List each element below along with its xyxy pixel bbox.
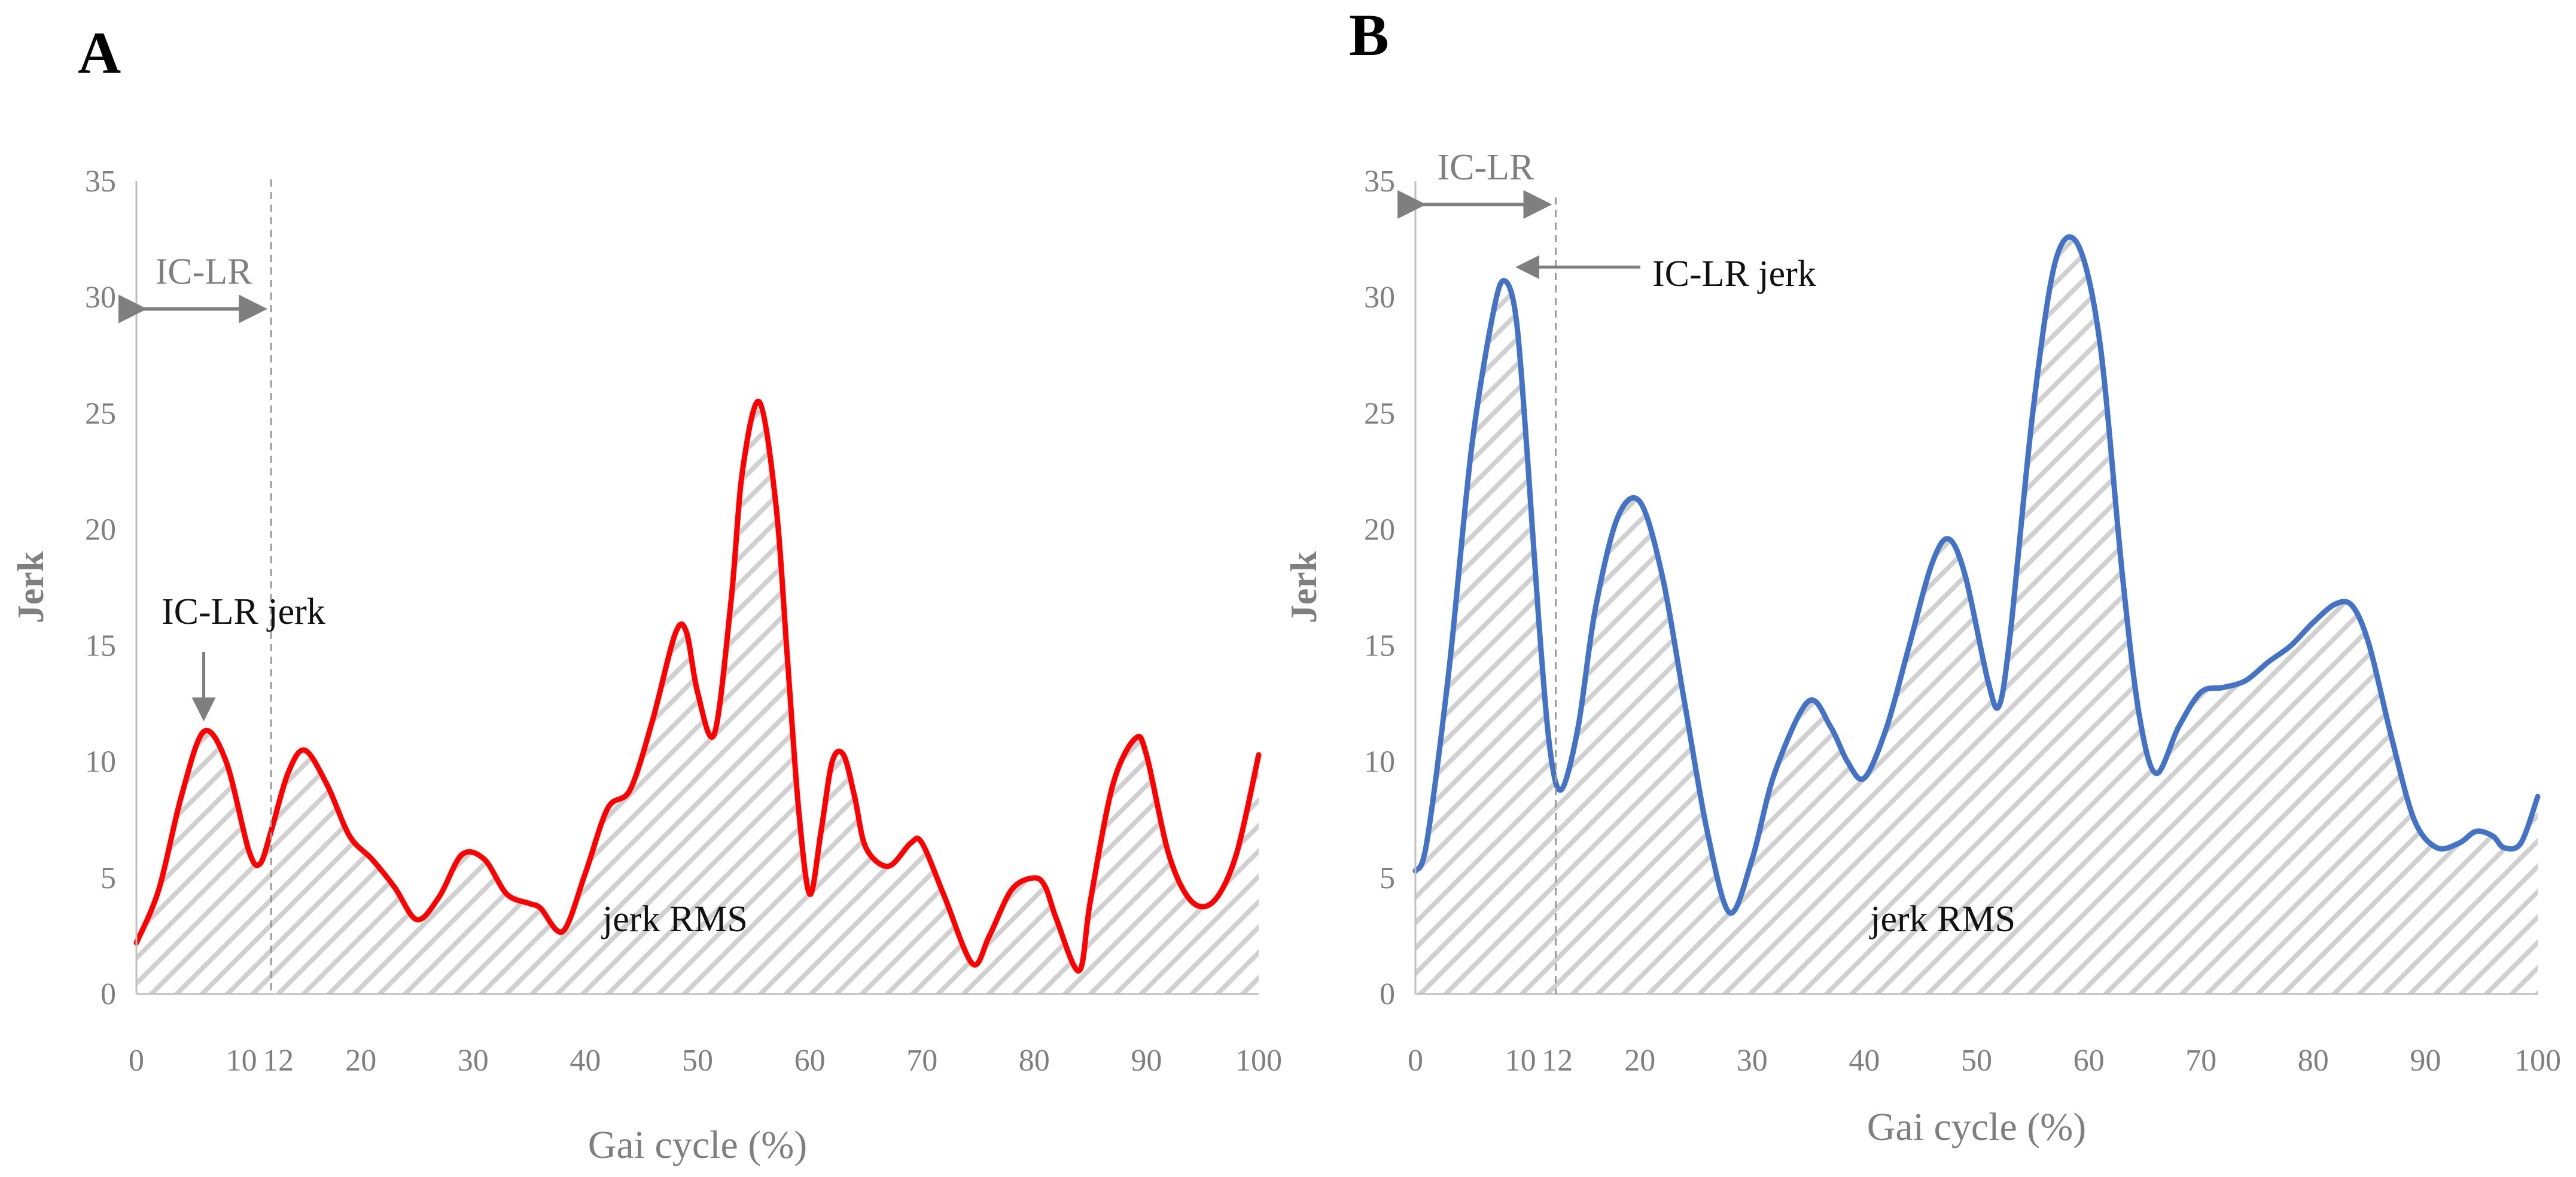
x-tick-label: 0	[1408, 1044, 1423, 1078]
x-tick-label: 50	[1961, 1044, 1992, 1078]
panel-label-a: A	[78, 20, 121, 86]
y-tick-label: 20	[1364, 513, 1395, 547]
x-tick-label: 80	[2298, 1044, 2329, 1078]
x-tick-label: 60	[2073, 1044, 2105, 1078]
y-tick-label: 15	[85, 629, 116, 663]
y-tick-label: 10	[85, 745, 116, 779]
y-axis-ticks-a: 0 5 10 15 20 25 30 35	[85, 164, 116, 1011]
x-tick-label: 100	[1235, 1044, 1282, 1078]
y-tick-label: 35	[1364, 164, 1395, 199]
x-tick-label: 60	[794, 1044, 826, 1078]
x-tick-label: 40	[570, 1044, 601, 1078]
x-tick-label: 10	[226, 1044, 257, 1078]
jerk-rms-area-b	[1415, 237, 2538, 995]
y-axis-ticks-b: 0 5 10 15 20 25 30 35	[1364, 164, 1395, 1011]
x-tick-label: 30	[458, 1044, 489, 1078]
y-tick-label: 5	[1380, 861, 1395, 895]
x-tick-label: 90	[2410, 1044, 2441, 1078]
y-tick-label: 30	[1364, 280, 1395, 315]
x-axis-label-a: Gai cycle (%)	[588, 1123, 807, 1167]
x-tick-label: 80	[1019, 1044, 1050, 1078]
x-tick-label: 20	[345, 1044, 376, 1078]
jerk-series-line-a	[133, 398, 1262, 974]
panel-label-b: B	[1349, 2, 1389, 68]
y-tick-label: 30	[85, 280, 116, 315]
y-tick-label: 0	[101, 977, 116, 1011]
x-tick-label: 100	[2514, 1044, 2561, 1078]
x-axis-ticks-a: 0 10 12 20 30 40 50 60 70 80 90 100	[129, 1044, 1282, 1078]
y-tick-label: 0	[1380, 977, 1395, 1011]
y-tick-label: 5	[101, 861, 116, 895]
x-tick-label: 20	[1624, 1044, 1655, 1078]
jerk-series-line-b	[1412, 234, 2541, 916]
y-tick-label: 25	[1364, 397, 1395, 431]
x-tick-label: 40	[1849, 1044, 1880, 1078]
x-tick-label: 12	[1542, 1044, 1573, 1078]
y-tick-label: 10	[1364, 745, 1395, 779]
ic-lr-region-label-a: IC-LR	[156, 252, 253, 292]
y-tick-label: 25	[85, 397, 116, 431]
x-tick-label: 50	[682, 1044, 713, 1078]
x-tick-label: 30	[1737, 1044, 1768, 1078]
ic-lr-region-label-b: IC-LR	[1437, 147, 1534, 188]
jerk-rms-label-b: jerk RMS	[1869, 899, 2015, 940]
ic-lr-jerk-label-b: IC-LR jerk	[1652, 254, 1816, 294]
y-tick-label: 35	[85, 164, 116, 199]
x-axis-ticks-b: 0 10 12 20 30 40 50 60 70 80 90 100	[1408, 1044, 2561, 1078]
x-tick-label: 90	[1131, 1044, 1162, 1078]
y-tick-label: 15	[1364, 629, 1395, 663]
x-tick-label: 70	[2185, 1044, 2216, 1078]
x-axis-label-b: Gai cycle (%)	[1867, 1105, 2086, 1149]
ic-lr-jerk-label-a: IC-LR jerk	[162, 591, 325, 632]
x-tick-label: 0	[129, 1044, 144, 1078]
jerk-rms-label-a: jerk RMS	[601, 899, 748, 940]
x-tick-label: 10	[1505, 1044, 1536, 1078]
y-axis-label-b: Jerk	[1284, 551, 1324, 623]
x-tick-label: 12	[263, 1044, 294, 1078]
y-tick-label: 20	[85, 513, 116, 547]
x-tick-label: 70	[906, 1044, 937, 1078]
y-axis-label-a: Jerk	[11, 551, 51, 623]
